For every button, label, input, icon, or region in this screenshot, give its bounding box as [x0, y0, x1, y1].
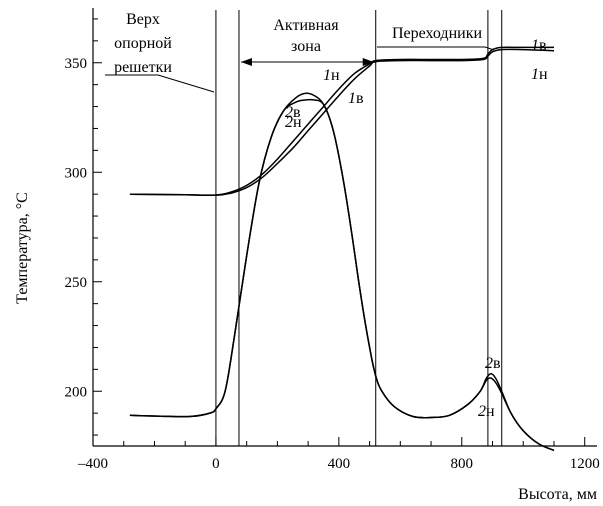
x-axis-label: Высота, мм: [518, 486, 597, 503]
region-label-support-grid: опорной: [114, 35, 172, 52]
region-label-support-grid: решетки: [114, 59, 172, 76]
curve-label-suffix: в: [493, 355, 501, 372]
region-label-active-zone: Активная: [273, 17, 339, 34]
curve-label: 1н: [323, 67, 340, 84]
curve-label: 2н: [285, 114, 302, 131]
region-labels: Верх опорной решетки Активная зона Переходник…: [105, 11, 495, 93]
curve-label: 2н: [478, 403, 495, 420]
curve-label-number: 2: [485, 355, 493, 372]
x-tick-label: –400: [77, 456, 108, 472]
active-zone-arrow-left: [240, 58, 252, 66]
curve-label-suffix: в: [539, 37, 547, 54]
ticks: –400 0 400 800 1200 200 250 300 350: [65, 18, 600, 472]
curve-label-number: 1: [323, 67, 331, 84]
curve-label-suffix: н: [331, 67, 340, 84]
curve-label-suffix: в: [356, 90, 364, 107]
series-line-2в: [129, 92, 555, 452]
curve-label-number: 2: [285, 114, 293, 131]
curve-label-suffix: н: [539, 66, 548, 83]
active-zone-arrow-right: [362, 58, 374, 66]
curve-label-number: 1: [348, 90, 356, 107]
curve-label: 1н: [531, 66, 548, 83]
x-tick-label: 1200: [570, 456, 600, 472]
series-line-1в: [129, 46, 554, 196]
curve-label: 2в: [485, 355, 501, 372]
region-label-support-grid: Верх: [126, 11, 160, 28]
x-tick-label: 800: [451, 456, 474, 472]
leader-line-support-grid: [105, 74, 215, 93]
curve-label-number: 2: [285, 104, 293, 121]
region-boundaries: [215, 10, 503, 446]
curve-label: 2в: [285, 104, 301, 121]
curve-label-suffix: н: [486, 403, 495, 420]
curve-label-suffix: н: [293, 114, 302, 131]
curve-label: 1в: [531, 37, 547, 54]
curves: [129, 46, 555, 452]
curve-label: 1в: [348, 90, 364, 107]
y-tick-label: 350: [65, 56, 88, 72]
axes: [92, 8, 597, 447]
series-line-2н: [129, 98, 555, 452]
leader-line-adapters: [377, 46, 495, 51]
y-tick-label: 300: [65, 165, 88, 181]
x-tick-label: 0: [212, 456, 220, 472]
x-tick-label: 400: [328, 456, 351, 472]
region-label-adapters: Переходники: [392, 25, 483, 42]
curve-label-number: 1: [531, 37, 539, 54]
series-line-1н: [129, 48, 555, 197]
y-tick-label: 250: [65, 275, 88, 291]
curve-label-suffix: в: [293, 104, 301, 121]
y-tick-label: 200: [65, 384, 88, 400]
region-label-active-zone: зона: [291, 38, 321, 55]
y-axis-label: Температура, °C: [14, 192, 31, 304]
curve-label-number: 1: [531, 66, 539, 83]
curve-label-number: 2: [478, 403, 486, 420]
